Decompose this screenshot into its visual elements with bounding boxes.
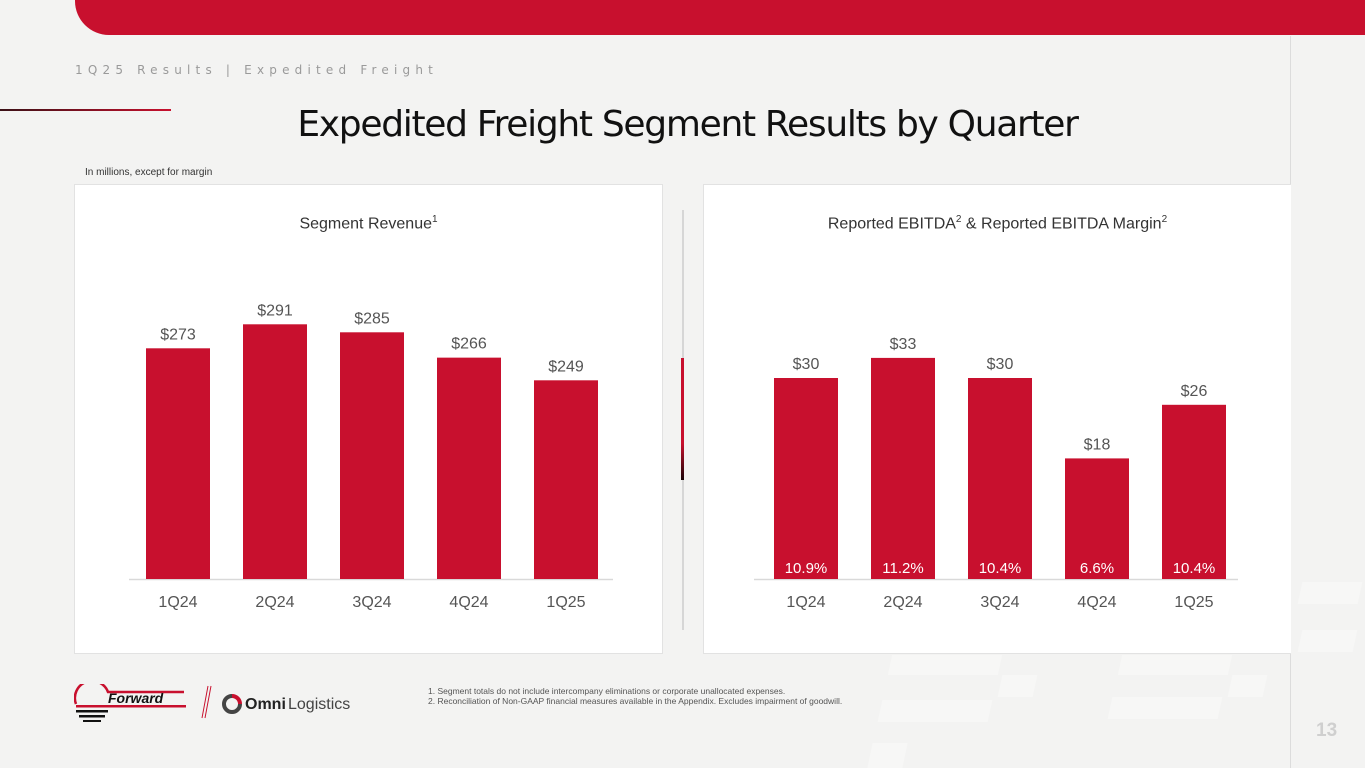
margin-label: 10.9% xyxy=(785,560,828,577)
x-tick-label: 1Q25 xyxy=(1174,594,1213,611)
logo-separator xyxy=(204,685,212,719)
data-label: $266 xyxy=(451,336,487,353)
header-band xyxy=(75,0,1365,35)
breadcrumb: 1Q25 Results | Expedited Freight xyxy=(75,63,439,77)
x-tick-label: 1Q25 xyxy=(546,594,585,611)
chart-title-text: & Reported EBITDA Margin xyxy=(961,215,1162,233)
background-pattern xyxy=(1297,582,1363,604)
background-pattern xyxy=(1227,675,1268,697)
revenue-chart-title: Segment Revenue1 xyxy=(75,214,662,233)
footnote-1: 1. Segment totals do not include interco… xyxy=(428,686,786,696)
forward-wordmark: Forward xyxy=(108,690,164,706)
logo-separator xyxy=(201,685,209,719)
data-label: $273 xyxy=(160,326,196,343)
footnote-ref: 1 xyxy=(431,214,438,225)
company-logos: Forward Omni Logistics xyxy=(73,679,364,724)
footnote-ref: 2 xyxy=(955,214,962,225)
x-tick-label: 1Q24 xyxy=(158,594,197,611)
units-note: In millions, except for margin xyxy=(85,167,213,178)
background-pattern xyxy=(1117,655,1233,675)
ebitda-chart-title: Reported EBITDA2 & Reported EBITDA Margi… xyxy=(704,214,1291,233)
bar-1q25 xyxy=(1162,404,1226,579)
x-tick-label: 4Q24 xyxy=(449,594,488,611)
data-label: $30 xyxy=(987,356,1014,373)
footnote-ref: 2 xyxy=(1161,214,1168,225)
bar-2q24 xyxy=(243,324,307,579)
ebitda-bar-chart: $30 1Q24 10.9% $33 2Q24 11.2% $30 3Q24 10.4% $18 4… xyxy=(754,336,1238,611)
margin-label: 11.2% xyxy=(882,560,923,577)
background-pattern xyxy=(1107,697,1223,719)
chart-title-text: Segment Revenue xyxy=(299,215,432,233)
bar-3q24 xyxy=(340,332,404,579)
accent-line xyxy=(0,109,171,111)
x-tick-label: 2Q24 xyxy=(255,594,294,611)
bar-4q24 xyxy=(1065,458,1129,579)
page-number: 13 xyxy=(1316,720,1338,741)
footnote-2: 2. Reconciliation of Non-GAAP financial … xyxy=(428,696,843,706)
bar-3q24 xyxy=(968,378,1032,579)
page-title: Expedited Freight Segment Results by Qua… xyxy=(297,104,1079,145)
forward-logo-icon: Forward xyxy=(73,679,186,722)
data-label: $285 xyxy=(354,310,390,327)
forward-omni-logo: Forward Omni Logistics xyxy=(73,679,350,722)
x-tick-label: 3Q24 xyxy=(352,594,391,611)
margin-label: 10.4% xyxy=(979,560,1022,577)
data-label: $291 xyxy=(257,302,293,319)
bar-1q25 xyxy=(534,380,598,579)
x-tick-label: 3Q24 xyxy=(980,594,1019,611)
margin-label: 6.6% xyxy=(1080,560,1114,577)
omni-logo-icon xyxy=(222,694,242,714)
bar-1q24 xyxy=(774,378,838,579)
background-pattern xyxy=(997,675,1038,697)
omni-wordmark: Omni xyxy=(245,696,286,713)
data-label: $33 xyxy=(890,336,917,353)
x-tick-label: 1Q24 xyxy=(786,594,825,611)
data-label: $30 xyxy=(793,356,820,373)
bar-2q24 xyxy=(871,357,935,579)
bar-4q24 xyxy=(437,357,501,579)
data-label: $18 xyxy=(1084,436,1111,453)
logistics-wordmark: Logistics xyxy=(288,696,350,713)
background-pattern xyxy=(1297,630,1358,652)
chart-title-text: Reported EBITDA xyxy=(827,215,956,233)
bar-1q24 xyxy=(146,348,210,579)
background-pattern xyxy=(877,700,993,722)
panel-divider-accent xyxy=(681,358,684,480)
data-label: $249 xyxy=(548,358,584,375)
background-pattern xyxy=(867,743,908,768)
footnotes: 1. Segment totals do not include interco… xyxy=(428,686,842,706)
ebitda-chart-panel: Reported EBITDA2 & Reported EBITDA Margi… xyxy=(703,184,1291,654)
revenue-chart-panel: Segment Revenue1 $273 1Q24 $291 2Q24 $285 3Q2… xyxy=(74,184,663,654)
revenue-bar-chart: $273 1Q24 $291 2Q24 $285 3Q24 $266 4Q24 $249 1Q25 xyxy=(129,302,613,611)
x-tick-label: 2Q24 xyxy=(883,594,922,611)
margin-label: 10.4% xyxy=(1173,560,1216,577)
x-tick-label: 4Q24 xyxy=(1077,594,1116,611)
background-pattern xyxy=(887,655,1003,675)
data-label: $26 xyxy=(1181,383,1208,400)
